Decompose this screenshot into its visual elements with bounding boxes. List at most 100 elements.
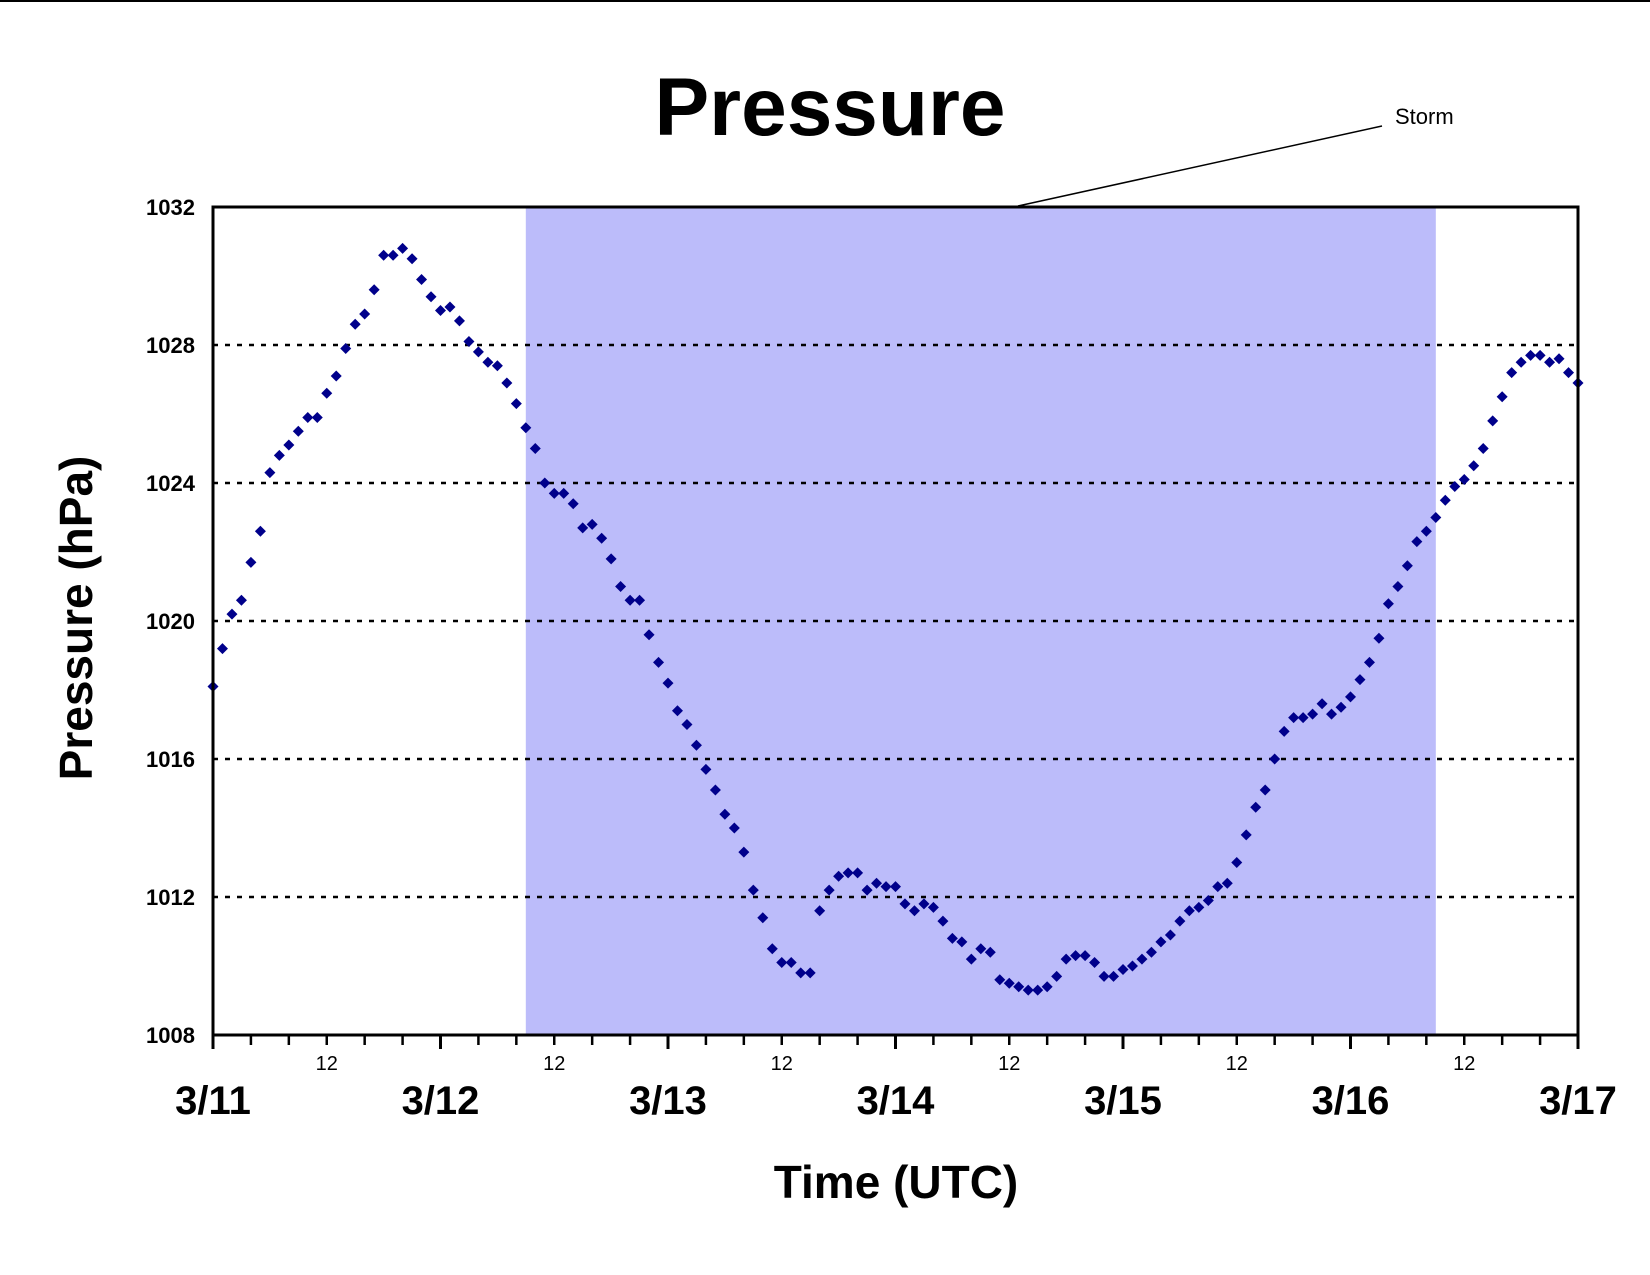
data-point: [956, 936, 968, 948]
data-point: [861, 884, 873, 896]
data-point: [994, 974, 1006, 986]
data-point: [435, 305, 446, 316]
data-point: [548, 487, 560, 499]
data-point: [1449, 480, 1461, 492]
x-day-label: 3/17: [1539, 1079, 1617, 1123]
data-point: [975, 943, 987, 955]
data-point: [1420, 525, 1432, 537]
data-point: [1145, 946, 1157, 958]
storm-annotation-label: Storm: [1395, 104, 1454, 129]
data-point: [871, 877, 883, 889]
data-point: [690, 739, 702, 751]
y-tick-label: 1016: [146, 747, 195, 772]
data-point: [453, 315, 465, 327]
data-point: [852, 867, 864, 879]
y-tick-label: 1020: [146, 609, 195, 634]
data-point: [1202, 894, 1214, 906]
data-point: [795, 967, 807, 979]
data-point: [1051, 970, 1063, 982]
data-point: [1477, 443, 1489, 454]
data-point: [1373, 632, 1385, 644]
data-point: [1041, 981, 1053, 993]
data-point: [899, 898, 911, 910]
data-point: [624, 594, 636, 606]
data-point: [880, 881, 892, 893]
data-point: [747, 884, 759, 896]
data-point: [1506, 367, 1518, 379]
data-point: [292, 425, 304, 437]
data-point: [927, 901, 939, 913]
data-point: [1032, 984, 1044, 996]
data-point: [908, 905, 920, 917]
y-tick-label: 1024: [146, 471, 196, 496]
data-point: [311, 411, 323, 423]
data-point: [1231, 857, 1243, 868]
data-point: [671, 705, 683, 717]
data-point: [1468, 460, 1480, 472]
data-point: [1117, 963, 1129, 975]
data-point: [491, 360, 503, 372]
data-point: [965, 953, 977, 965]
data-point: [1136, 953, 1148, 965]
data-point: [1525, 349, 1537, 361]
data-point: [510, 398, 522, 410]
data-point: [1515, 356, 1527, 368]
x-day-label: 3/15: [1084, 1079, 1162, 1123]
data-point: [302, 411, 314, 423]
data-point: [387, 249, 399, 261]
data-point: [1240, 829, 1252, 841]
data-point: [785, 957, 797, 969]
data-point: [1496, 391, 1508, 403]
data-point: [520, 422, 532, 434]
data-point: [615, 581, 627, 592]
data-point: [1183, 905, 1195, 917]
data-point: [1392, 581, 1404, 592]
x-midday-label: 12: [543, 1053, 565, 1075]
data-point: [596, 532, 608, 544]
data-point: [1278, 725, 1290, 737]
data-point: [368, 284, 380, 296]
data-point: [823, 884, 835, 896]
data-point: [586, 518, 598, 530]
data-point: [1411, 536, 1423, 548]
data-point: [1164, 929, 1176, 941]
data-point: [1212, 881, 1224, 893]
data-point: [804, 967, 816, 979]
data-point: [1345, 691, 1356, 703]
x-axis: 3/11 12 3/12 12 3/13 12 3/14 12 3/15 12 3/16 12 3/17: [175, 1035, 1617, 1123]
data-point: [1022, 984, 1034, 996]
data-point: [425, 291, 437, 303]
data-point: [1487, 415, 1499, 427]
data-point: [1003, 977, 1015, 989]
x-axis-title: Time (UTC): [774, 1156, 1019, 1208]
data-point: [738, 846, 750, 858]
data-point: [605, 553, 617, 565]
data-point: [1259, 784, 1271, 796]
x-midday-label: 12: [998, 1053, 1020, 1075]
data-point: [444, 301, 456, 313]
data-point: [463, 336, 475, 348]
data-point: [842, 867, 854, 879]
data-point: [1354, 674, 1366, 686]
data-point: [890, 881, 901, 893]
x-day-label: 3/11: [175, 1079, 251, 1123]
data-point: [643, 629, 655, 641]
data-point: [359, 308, 371, 320]
data-point: [1553, 353, 1565, 365]
data-point: [757, 912, 769, 924]
data-point: [634, 594, 646, 606]
data-point: [273, 449, 285, 461]
data-point: [1060, 953, 1072, 965]
data-point: [946, 932, 958, 944]
data-point: [321, 387, 333, 399]
data-point: [264, 467, 276, 479]
data-point: [1544, 356, 1556, 368]
data-point: [833, 870, 845, 882]
data-point: [378, 249, 390, 261]
data-point: [709, 784, 721, 796]
data-point: [1401, 560, 1413, 572]
data-point: [340, 342, 352, 354]
data-points: [207, 242, 1584, 996]
data-point: [558, 487, 570, 499]
